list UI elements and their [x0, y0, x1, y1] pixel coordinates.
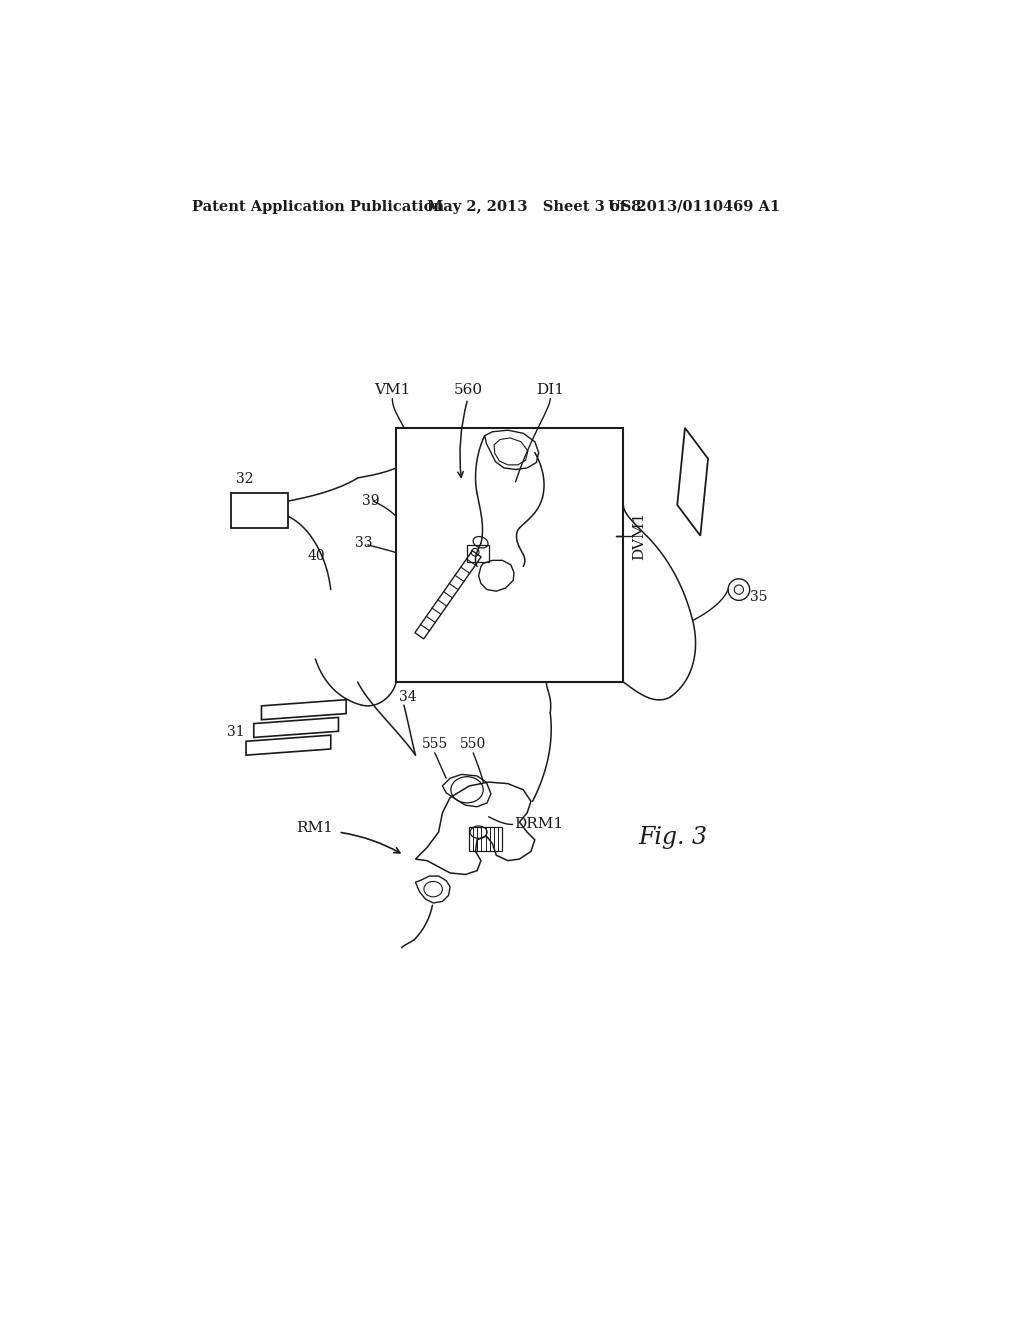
Text: 555: 555	[422, 738, 447, 751]
Text: 34: 34	[398, 690, 416, 705]
Text: DI1: DI1	[537, 383, 564, 397]
Text: May 2, 2013   Sheet 3 of 8: May 2, 2013 Sheet 3 of 8	[427, 199, 641, 214]
Text: 550: 550	[460, 738, 486, 751]
Text: 35: 35	[751, 590, 768, 605]
Text: DRM1: DRM1	[514, 817, 563, 832]
Text: 32: 32	[236, 471, 253, 486]
Bar	[469, 826, 502, 851]
Text: 560: 560	[454, 383, 482, 397]
Text: 39: 39	[361, 494, 379, 508]
Text: Patent Application Publication: Patent Application Publication	[193, 199, 444, 214]
Text: Fig. 3: Fig. 3	[639, 826, 708, 849]
Text: 31: 31	[226, 725, 245, 739]
Text: RM1: RM1	[296, 821, 333, 836]
Text: US 2013/0110469 A1: US 2013/0110469 A1	[608, 199, 780, 214]
Text: 40: 40	[307, 549, 326, 564]
Bar	[468, 545, 489, 561]
Text: DVM1: DVM1	[632, 512, 646, 560]
Text: VM1: VM1	[374, 383, 411, 397]
Bar	[230, 494, 289, 528]
Text: 33: 33	[355, 536, 373, 550]
Bar	[396, 428, 624, 682]
